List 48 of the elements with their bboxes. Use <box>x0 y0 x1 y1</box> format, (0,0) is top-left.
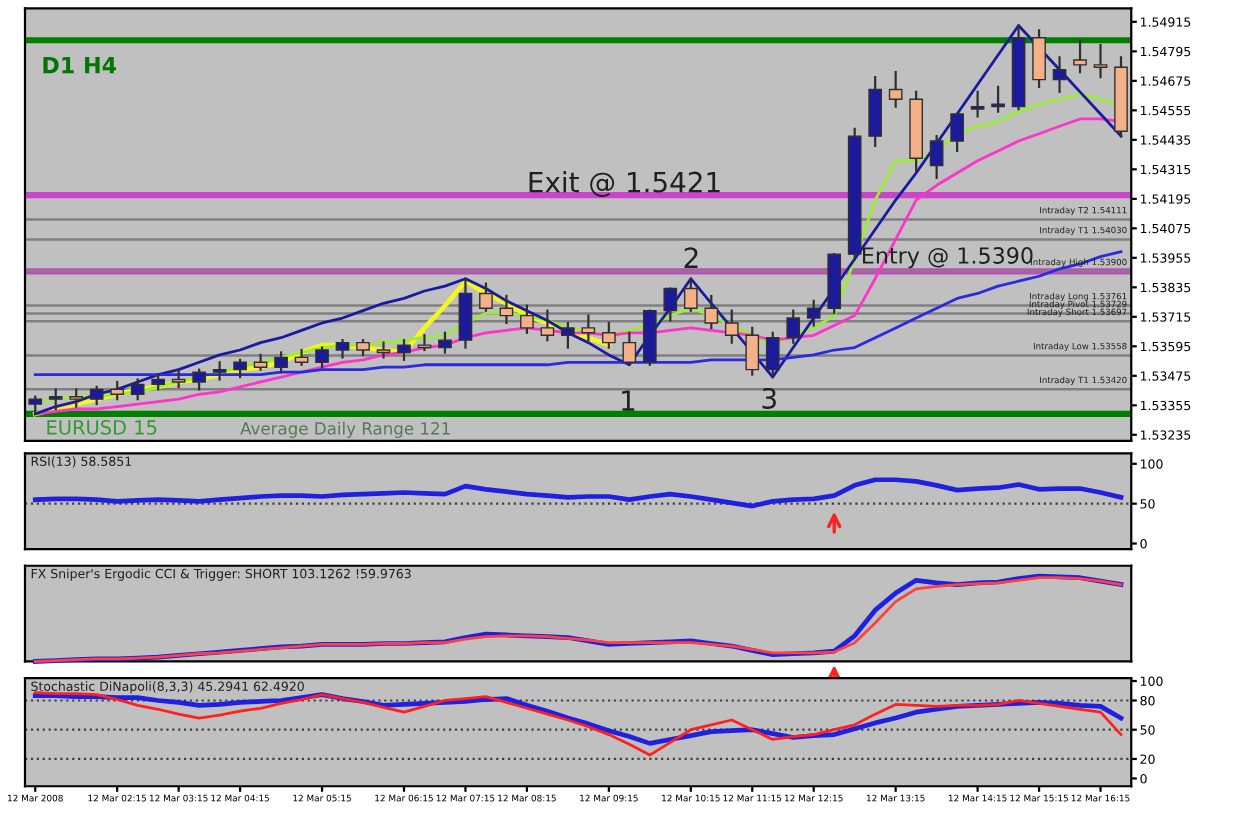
candlestick <box>253 353 268 371</box>
candlestick <box>540 309 555 342</box>
line-series <box>32 477 1124 509</box>
candlestick <box>1032 29 1046 89</box>
line-series <box>33 691 1123 757</box>
candlestick <box>479 282 493 312</box>
candlestick <box>970 90 985 118</box>
annotation: EURUSD 15 <box>47 420 157 435</box>
line-series <box>33 24 1123 416</box>
annotation: Average Daily Range 121 <box>240 421 450 438</box>
candlestick <box>888 71 903 108</box>
candlestick <box>1052 56 1067 94</box>
candlestick <box>724 309 739 344</box>
candlestick <box>806 299 821 327</box>
candlestick <box>683 277 698 312</box>
candlestick <box>602 321 616 349</box>
candlestick <box>561 321 575 349</box>
candlestick <box>294 348 309 366</box>
candlestick <box>397 339 411 361</box>
candlestick <box>520 304 534 334</box>
candlestick <box>315 346 329 369</box>
candlestick <box>130 378 145 401</box>
candlestick <box>663 287 678 322</box>
candlestick <box>950 112 964 152</box>
candlestick <box>417 334 432 352</box>
candlestick <box>786 309 801 344</box>
candlestick <box>929 135 944 180</box>
candlestick <box>438 331 452 354</box>
candlestick <box>868 76 883 148</box>
candlestick <box>622 331 637 366</box>
annotation: 3 <box>762 387 776 409</box>
candlestick <box>274 351 288 374</box>
annotation: D1 H4 <box>43 57 117 74</box>
candlestick <box>192 368 206 391</box>
candlestick <box>991 85 1005 113</box>
candlestick <box>48 388 63 411</box>
candlestick <box>376 341 391 359</box>
candlestick <box>704 294 719 329</box>
annotation: 2 <box>684 247 698 268</box>
annotation: 1 <box>622 390 635 411</box>
candlestick <box>1093 44 1108 79</box>
candlestick <box>765 331 780 379</box>
candlestick <box>581 314 596 342</box>
candlestick <box>1073 39 1087 74</box>
annotation: Exit @ 1.5421 <box>529 171 720 198</box>
line-series <box>32 692 1124 746</box>
candlestick <box>745 326 760 376</box>
candlestick <box>458 277 473 349</box>
